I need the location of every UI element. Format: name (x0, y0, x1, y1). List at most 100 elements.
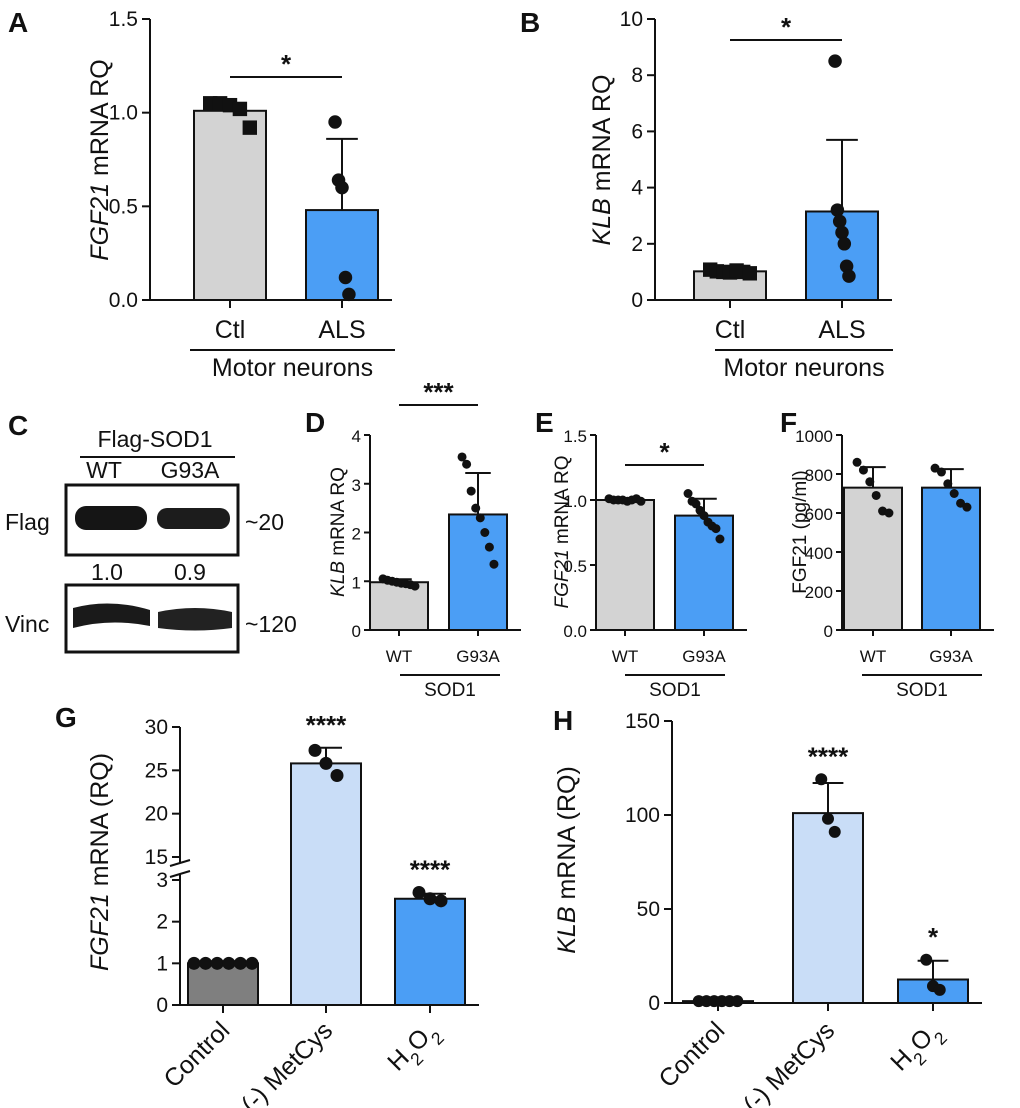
axis-break-upper-G (169, 859, 191, 867)
sig-stars-D-0: *** (423, 377, 454, 407)
sig-stars-G-0: **** (306, 710, 347, 740)
data-point-B-0-6 (742, 266, 757, 281)
category-label-B-0: Ctl (715, 316, 746, 344)
data-point-D-1-2 (466, 486, 476, 496)
panel-letter-d: D (305, 407, 325, 438)
y-tick-label-B-3: 6 (631, 120, 643, 143)
y-tick-label-H-2: 100 (625, 804, 660, 827)
group-label-B: Motor neurons (723, 354, 884, 382)
bar-E-0 (595, 499, 655, 631)
data-point-G-2-1 (423, 892, 437, 906)
ylabel-text-G: FGF21 mRNA (RQ) (86, 753, 114, 971)
data-point-G-0-4 (233, 956, 247, 970)
y-tick-label-G-5: 20 (145, 803, 168, 826)
data-point-F-1-1 (936, 467, 946, 477)
sig-stars-H-1: * (928, 922, 939, 952)
group-label-E: SOD1 (649, 680, 701, 701)
sig-stars-G-1: **** (410, 855, 451, 885)
data-point-E-0-7 (636, 496, 646, 506)
y-tick-label-B-2: 4 (631, 177, 643, 200)
ylabel-rest-G: mRNA (RQ) (86, 753, 114, 893)
axis-break-lower-G (169, 870, 191, 878)
ylabel-rest-D: mRNA RQ (328, 467, 349, 561)
cat-group-H-0: Control (653, 1016, 730, 1093)
category-label-E-1: G93A (682, 647, 726, 666)
ylabel-italic-B: KLB (588, 198, 616, 245)
panel-letter-h: H (553, 705, 573, 736)
bar-A-1 (305, 209, 379, 301)
panel-letter-a: A (8, 7, 28, 38)
ylabel-rest-F: FGF21 (pg/ml) (790, 470, 811, 594)
cat-group-G-2: H2O2 (382, 1023, 448, 1076)
data-point-A-1-0 (328, 115, 342, 129)
bar-G-1 (290, 762, 362, 1007)
data-point-H-1-1 (822, 812, 834, 825)
panel-c-western-blot: C Flag-SOD1 WT G93A Flag ~20 1.0 0.9 Vin… (5, 410, 297, 654)
cat-group-G-0: Control (158, 1016, 235, 1093)
data-point-H-2-2 (933, 983, 946, 996)
ylabel-italic-H: KLB (553, 907, 581, 954)
blot-header: Flag-SOD1 (97, 426, 212, 452)
ylabel-text-B: KLB mRNA RQ (588, 75, 616, 246)
y-tick-label-D-4: 4 (352, 427, 361, 446)
blot-row-label-vinc: Vinc (5, 611, 49, 637)
data-point-D-1-5 (480, 528, 490, 537)
category-label-part-G-2-2: O (402, 1023, 436, 1057)
data-point-A-0-3 (232, 101, 248, 117)
data-point-D-1-0 (457, 452, 467, 462)
panel-letter-b: B (520, 7, 540, 38)
ylabel-F: FGF21 (pg/ml) (790, 470, 811, 594)
y-tick-label-G-2: 2 (156, 911, 168, 934)
data-point-F-0-1 (858, 465, 868, 475)
panel-letter-f: F (780, 407, 797, 438)
y-tick-label-F-1: 200 (805, 583, 833, 602)
blot-quant-g93a: 0.9 (174, 559, 206, 585)
y-tick-label-E-1: 0.5 (563, 557, 587, 576)
data-point-D-1-1 (462, 459, 472, 469)
y-tick-label-H-3: 150 (625, 710, 660, 733)
data-point-A-1-2 (335, 180, 349, 195)
data-point-F-0-0 (852, 457, 862, 467)
data-point-F-0-3 (871, 490, 881, 500)
sig-stars-H-0: **** (808, 741, 849, 771)
bar-D-0 (369, 581, 429, 631)
data-point-D-0-7 (410, 581, 420, 591)
charts-layer: A FGF21 mRNA RQ 0.0 0.5 1.0 1.5 Ctl ALS Motor ne… (8, 7, 994, 1108)
category-label-F-0: WT (860, 647, 886, 666)
ylabel-rest-H: mRNA (RQ) (553, 766, 581, 906)
y-tick-label-G-4: 15 (145, 846, 168, 869)
y-tick-label-E-0: 0.0 (563, 622, 587, 641)
data-point-B-1-3 (835, 225, 849, 240)
y-tick-label-A-0: 0.0 (109, 289, 138, 312)
y-tick-label-F-5: 1000 (795, 427, 833, 446)
group-label-D: SOD1 (424, 680, 476, 701)
panel-letter-c: C (8, 410, 28, 441)
y-tick-label-A-1: 0.5 (109, 195, 138, 218)
category-label-H-1: (-) MetCys (738, 1016, 840, 1108)
data-point-B-1-6 (842, 269, 856, 283)
data-point-A-1-4 (342, 287, 356, 302)
data-point-H-2-0 (920, 953, 933, 966)
ylabel-italic-A: FGF21 (86, 183, 114, 261)
category-label-D-1: G93A (456, 647, 500, 666)
blot-row-label-flag: Flag (5, 509, 50, 535)
data-point-B-1-4 (837, 237, 852, 251)
blot-size-vinc: ~120 (245, 611, 297, 637)
ylabel-A: FGF21 mRNA RQ (86, 59, 114, 260)
bar-G-2 (394, 897, 466, 1006)
sig-stars-B-0: * (781, 12, 792, 42)
bar-E-1 (674, 514, 734, 631)
data-point-H-1-2 (828, 825, 841, 838)
y-tick-label-B-5: 10 (620, 8, 643, 31)
blot-band-vinc-wt (73, 603, 150, 628)
y-tick-label-D-2: 2 (352, 525, 361, 544)
category-label-part-H-2-2: O (905, 1023, 939, 1057)
y-tick-label-D-3: 3 (352, 476, 361, 495)
blot-quant-wt: 1.0 (91, 559, 123, 585)
data-point-E-1-8 (715, 534, 725, 544)
data-point-F-1-5 (962, 502, 972, 512)
y-tick-label-H-1: 50 (637, 898, 660, 921)
data-point-F-1-2 (943, 479, 953, 489)
data-point-A-0-4 (242, 120, 257, 135)
category-label-A-1: ALS (318, 316, 365, 344)
